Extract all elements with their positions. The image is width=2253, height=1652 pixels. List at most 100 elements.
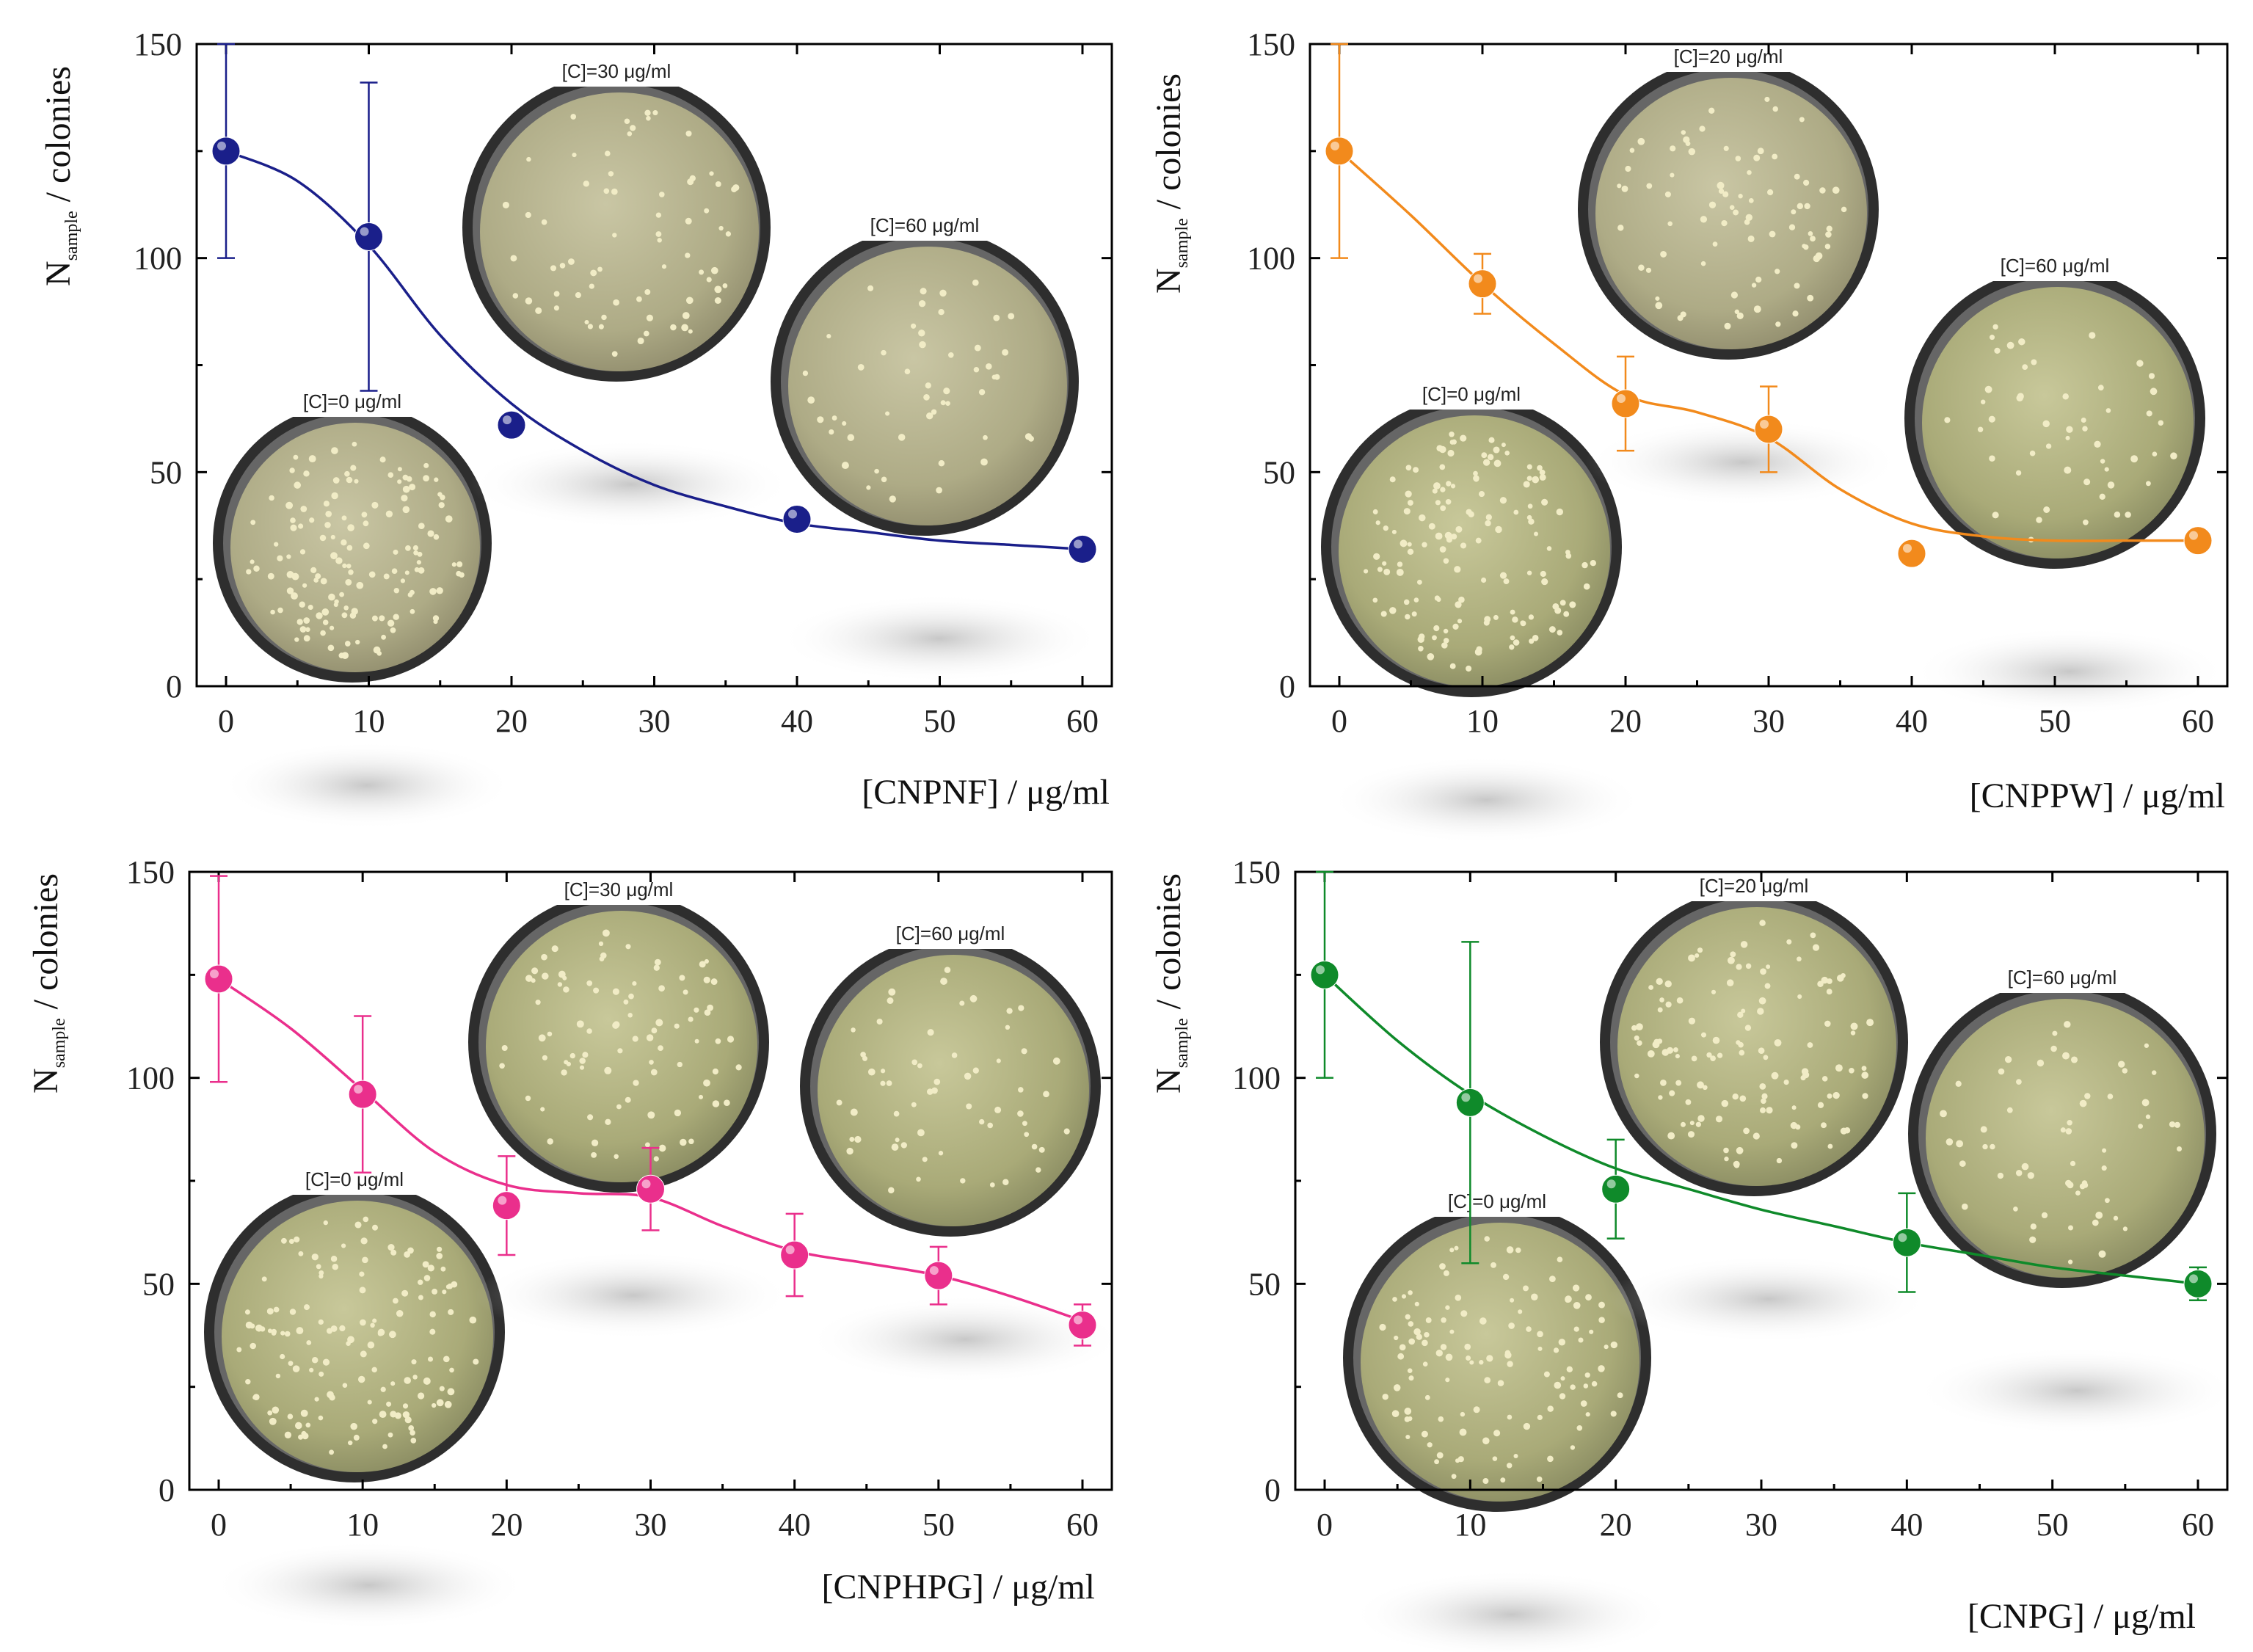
dish-shadow	[211, 1541, 528, 1629]
colony	[1826, 989, 1832, 995]
colony	[1708, 107, 1715, 114]
colony	[939, 289, 947, 297]
colony	[655, 1019, 663, 1027]
colony	[985, 363, 992, 370]
colony	[1648, 985, 1654, 990]
colony	[277, 607, 283, 614]
y-axis-label-rest: / colonies	[1149, 873, 1188, 1018]
colony	[1022, 1121, 1027, 1127]
colony	[712, 1100, 720, 1107]
y-axis-label-rest: / colonies	[26, 873, 65, 1018]
dish-shadow	[1584, 418, 1901, 506]
colony	[587, 324, 593, 330]
colony	[1717, 1052, 1723, 1058]
colony	[727, 1036, 735, 1043]
dish-shadow	[1915, 1347, 2239, 1435]
colony	[1008, 313, 1015, 320]
colony	[448, 1309, 454, 1315]
colony	[294, 1236, 300, 1243]
dish-shadow	[1606, 1255, 1931, 1343]
colony	[541, 953, 547, 961]
colony	[1484, 1236, 1490, 1242]
colony	[1539, 469, 1546, 476]
colony	[2067, 1120, 2072, 1126]
colony	[1783, 1080, 1789, 1085]
colony	[644, 288, 651, 295]
colony	[1826, 225, 1832, 232]
colony	[1528, 614, 1535, 620]
petri-dish-0: [C]=0 μg/ml	[213, 385, 514, 829]
colony	[1407, 548, 1414, 556]
data-point	[211, 137, 241, 166]
colony	[1753, 154, 1761, 161]
colony	[712, 1068, 719, 1075]
colony	[427, 530, 434, 537]
colony	[1582, 561, 1588, 569]
colony	[1504, 450, 1510, 456]
colony	[1507, 1361, 1513, 1367]
colony	[1792, 310, 1799, 317]
colony	[412, 1375, 418, 1380]
colony	[1980, 1126, 1987, 1133]
colony	[2031, 359, 2037, 365]
colony	[1449, 1329, 1455, 1334]
dish-shadow	[807, 1295, 1124, 1383]
colony	[1539, 473, 1546, 481]
data-point-highlight	[1898, 1233, 1907, 1242]
colony	[1745, 214, 1752, 221]
colony	[1375, 520, 1380, 525]
colony	[423, 475, 429, 481]
colony	[1819, 187, 1826, 194]
dish-agar	[818, 955, 1089, 1226]
colony	[614, 1154, 619, 1160]
colony	[267, 1328, 272, 1333]
colony	[1821, 1122, 1827, 1129]
colony	[269, 495, 274, 501]
colony	[867, 285, 874, 291]
colony	[849, 1136, 855, 1142]
colony	[1413, 1328, 1421, 1336]
colony	[2006, 341, 2014, 349]
colony	[1769, 230, 1776, 238]
x-tick-label: 30	[1745, 1507, 1777, 1543]
data-point	[782, 505, 812, 534]
colony	[583, 181, 590, 187]
colony	[938, 309, 944, 316]
dish-shadow	[220, 741, 514, 829]
colony	[360, 1319, 366, 1326]
data-point-highlight	[1617, 394, 1626, 403]
colony	[1421, 1430, 1428, 1438]
colony	[1028, 435, 1034, 442]
colony	[602, 929, 610, 937]
colony	[342, 563, 347, 569]
colony	[1454, 566, 1461, 573]
colony	[1392, 1297, 1397, 1302]
colony	[1460, 434, 1467, 442]
colony	[616, 1104, 622, 1110]
colony	[1617, 1392, 1623, 1399]
colony	[1523, 1285, 1529, 1292]
data-point-highlight	[1606, 1179, 1616, 1189]
colony	[1956, 1140, 1964, 1148]
colony	[694, 1007, 699, 1013]
colony	[1583, 583, 1590, 590]
colony	[1988, 415, 1995, 423]
colony	[402, 1403, 409, 1409]
data-point	[1068, 1310, 1097, 1339]
colony	[650, 1069, 658, 1076]
colony	[1697, 1115, 1705, 1122]
data-point-highlight	[641, 1179, 651, 1189]
colony	[267, 1410, 273, 1416]
colony	[1676, 997, 1684, 1004]
colony	[1443, 638, 1449, 644]
colony	[1821, 1076, 1828, 1082]
colony	[841, 462, 849, 470]
colony	[1585, 1412, 1590, 1417]
colony	[904, 368, 911, 375]
colony	[710, 978, 718, 986]
colony	[2100, 459, 2105, 464]
colony	[1485, 514, 1492, 520]
colony	[341, 612, 348, 619]
colony	[2081, 1180, 2088, 1186]
colony	[586, 1028, 592, 1034]
